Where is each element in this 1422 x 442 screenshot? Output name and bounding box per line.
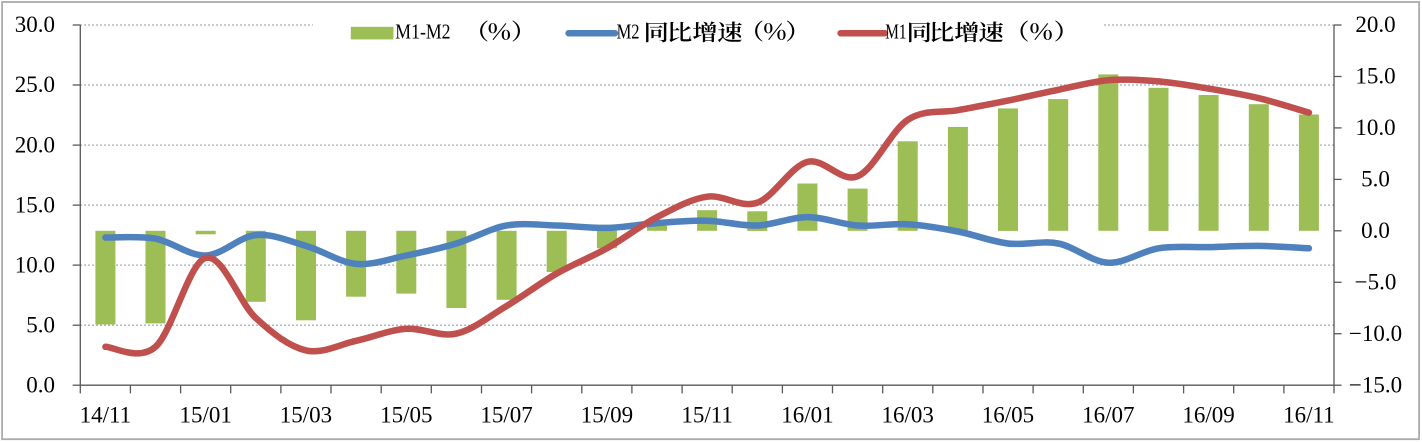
svg-text:20.0: 20.0 [1355, 12, 1395, 37]
svg-text:15/09: 15/09 [581, 403, 633, 428]
svg-text:10.0: 10.0 [1355, 115, 1395, 140]
svg-text:M1: M1 [885, 20, 906, 44]
svg-text:0.0: 0.0 [26, 372, 55, 397]
svg-text:M2: M2 [617, 20, 640, 44]
svg-text:16/03: 16/03 [882, 403, 934, 428]
svg-text:−5.0: −5.0 [1355, 270, 1397, 295]
svg-text:15/07: 15/07 [480, 403, 532, 428]
svg-text:−15.0: −15.0 [1349, 372, 1402, 397]
svg-text:15.0: 15.0 [15, 192, 55, 217]
svg-text:15/01: 15/01 [180, 403, 232, 428]
svg-text:16/09: 16/09 [1182, 403, 1234, 428]
svg-text:16/05: 16/05 [982, 403, 1034, 428]
svg-text:15/11: 15/11 [681, 403, 733, 428]
svg-text:−10.0: −10.0 [1349, 321, 1402, 346]
svg-text:M1-M2: M1-M2 [395, 20, 450, 44]
svg-text:15/03: 15/03 [280, 403, 332, 428]
svg-text:15.0: 15.0 [1355, 64, 1395, 89]
svg-text:16/07: 16/07 [1082, 403, 1134, 428]
svg-text:5.0: 5.0 [26, 312, 55, 337]
svg-text:25.0: 25.0 [15, 72, 55, 97]
svg-text:15/05: 15/05 [380, 403, 432, 428]
svg-text:10.0: 10.0 [15, 252, 55, 277]
svg-text:20.0: 20.0 [15, 132, 55, 157]
svg-text:14/11: 14/11 [80, 403, 132, 428]
svg-text:5.0: 5.0 [1361, 167, 1390, 192]
svg-text:16/11: 16/11 [1283, 403, 1335, 428]
svg-text:30.0: 30.0 [15, 12, 55, 37]
svg-text:0.0: 0.0 [1361, 218, 1390, 243]
svg-text:16/01: 16/01 [781, 403, 833, 428]
